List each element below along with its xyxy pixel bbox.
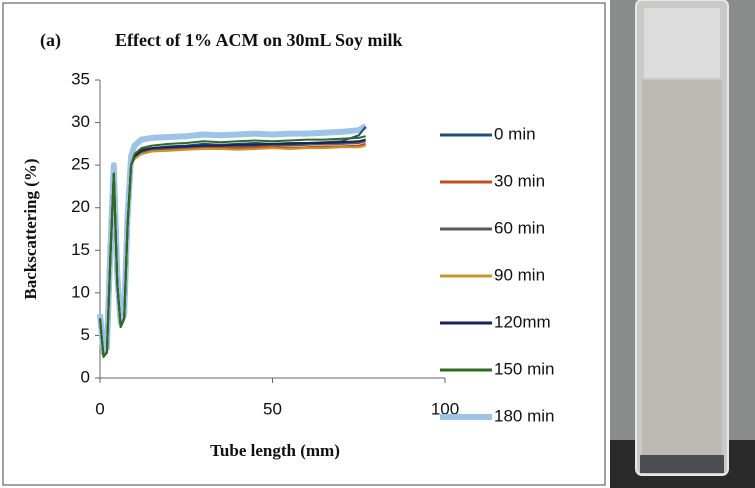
x-tick-label: 0 <box>95 399 104 418</box>
y-tick-label: 5 <box>81 325 90 344</box>
y-tick-label: 20 <box>71 197 90 216</box>
soy-milk <box>642 80 722 465</box>
y-tick-label: 0 <box>81 367 90 386</box>
x-tick-label: 100 <box>431 399 459 418</box>
y-tick-label: 35 <box>71 69 90 88</box>
legend-label: 150 min <box>494 359 554 378</box>
y-tick-label: 10 <box>71 282 90 301</box>
tube-base <box>640 455 724 473</box>
legend-label: 30 min <box>494 171 545 190</box>
series-line <box>99 135 366 358</box>
chart-title: Effect of 1% ACM on 30mL Soy milk <box>115 30 403 50</box>
photo <box>610 0 755 488</box>
legend-label: 90 min <box>494 265 545 284</box>
legend-label: 120mm <box>494 312 551 331</box>
legend-label: 180 min <box>494 406 554 425</box>
x-axis-label: Tube length (mm) <box>210 441 340 460</box>
panel-label: (a) <box>40 30 61 51</box>
y-axis-label: Backscattering (%) <box>21 158 40 299</box>
y-tick-label: 15 <box>71 240 90 259</box>
chart-frame <box>2 2 606 486</box>
y-tick-label: 25 <box>71 155 90 174</box>
tube-top <box>644 8 720 78</box>
y-tick-label: 30 <box>71 112 90 131</box>
legend-label: 0 min <box>494 124 536 143</box>
x-tick-label: 50 <box>263 399 282 418</box>
legend-label: 60 min <box>494 218 545 237</box>
